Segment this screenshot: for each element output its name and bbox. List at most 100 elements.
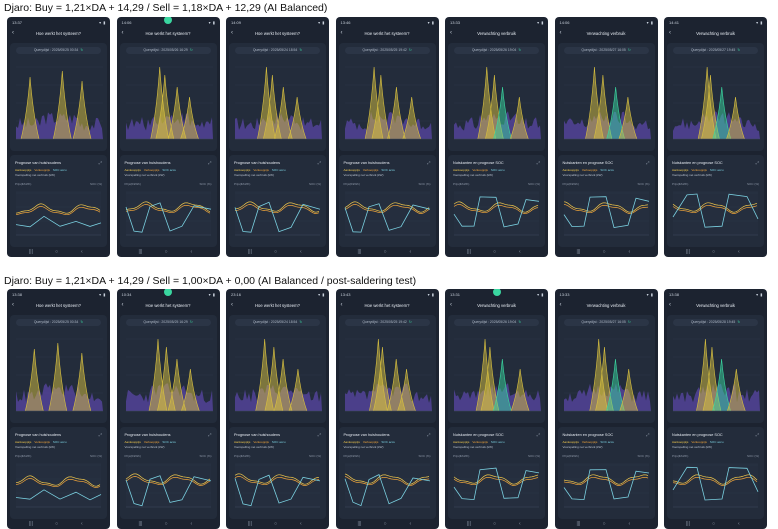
expand-icon[interactable]: ⤢ <box>317 432 321 437</box>
nav-menu-icon[interactable]: ||| <box>467 521 471 527</box>
nav-back-icon[interactable]: ‹ <box>190 521 193 527</box>
expand-icon[interactable]: ⤢ <box>427 432 431 437</box>
refresh-icon[interactable]: ↻ <box>737 320 741 324</box>
query-date-pill[interactable]: Querydijst : 2025/05/27 16:05 ↻ <box>563 319 649 326</box>
nav-back-icon[interactable]: ‹ <box>628 521 631 527</box>
card-title: Nutskanten en prognose SOC <box>672 161 723 165</box>
nav-back-icon[interactable]: ‹ <box>738 249 740 255</box>
refresh-icon[interactable]: ↻ <box>737 48 741 52</box>
query-date-pill[interactable]: Querydijst : 2025/05/27 16:05 ↻ <box>563 47 649 54</box>
refresh-icon[interactable]: ↻ <box>518 48 522 52</box>
expand-icon[interactable]: ⤢ <box>646 432 650 437</box>
query-date-pill[interactable]: Querydijst : 2025/05/25 00:34 ↻ <box>16 47 101 54</box>
query-date-pill[interactable]: Querydijst : 2025/05/26 19:04 ↻ <box>454 47 539 54</box>
query-date-pill[interactable]: Querydijst : 2025/05/27 19:45 ↻ <box>673 47 758 54</box>
back-arrow-icon[interactable]: ‹ <box>231 30 233 36</box>
nav-back-icon[interactable]: ‹ <box>300 521 302 527</box>
nav-home-icon[interactable]: ○ <box>602 521 606 527</box>
nav-back-icon[interactable]: ‹ <box>409 521 412 527</box>
nav-back-icon[interactable]: ‹ <box>300 249 302 255</box>
refresh-icon[interactable]: ↻ <box>299 320 303 324</box>
back-arrow-icon[interactable]: ‹ <box>12 30 14 36</box>
back-arrow-icon[interactable]: ‹ <box>559 302 562 308</box>
nav-menu-icon[interactable]: ||| <box>138 249 143 255</box>
nav-menu-icon[interactable]: ||| <box>686 521 690 527</box>
nav-menu-icon[interactable]: ||| <box>138 521 143 527</box>
refresh-icon[interactable]: ↻ <box>80 48 84 52</box>
back-arrow-icon[interactable]: ‹ <box>450 30 452 36</box>
expand-icon[interactable]: ⤢ <box>755 432 759 437</box>
nav-home-icon[interactable]: ○ <box>602 249 606 255</box>
nav-menu-icon[interactable]: ||| <box>29 521 33 527</box>
refresh-icon[interactable]: ↻ <box>518 320 522 324</box>
back-arrow-icon[interactable]: ‹ <box>450 302 452 308</box>
nav-back-icon[interactable]: ‹ <box>81 521 83 527</box>
nav-menu-icon[interactable]: ||| <box>248 521 252 527</box>
refresh-icon[interactable]: ↻ <box>627 48 631 52</box>
nav-menu-icon[interactable]: ||| <box>29 249 33 255</box>
expand-icon[interactable]: ⤢ <box>98 160 102 165</box>
back-arrow-icon[interactable]: ‹ <box>121 30 124 36</box>
refresh-icon[interactable]: ↻ <box>80 320 84 324</box>
query-date-pill[interactable]: Querydijst : 2025/05/26 16:29 ↻ <box>125 47 211 54</box>
expand-icon[interactable]: ⤢ <box>646 160 650 165</box>
back-arrow-icon[interactable]: ‹ <box>12 302 14 308</box>
nav-back-icon[interactable]: ‹ <box>409 249 412 255</box>
back-arrow-icon[interactable]: ‹ <box>340 30 343 36</box>
query-date-pill[interactable]: Querydijst : 2025/05/24 18:54 ↻ <box>235 319 320 326</box>
nav-home-icon[interactable]: ○ <box>274 249 278 255</box>
expand-icon[interactable]: ⤢ <box>755 160 759 165</box>
query-date-pill[interactable]: Querydijst : 2025/05/24 18:54 ↻ <box>235 47 320 54</box>
nav-home-icon[interactable]: ○ <box>712 249 716 255</box>
nav-back-icon[interactable]: ‹ <box>519 521 521 527</box>
nav-home-icon[interactable]: ○ <box>55 249 59 255</box>
back-arrow-icon[interactable]: ‹ <box>559 30 562 36</box>
back-arrow-icon[interactable]: ‹ <box>231 302 233 308</box>
nav-menu-icon[interactable]: ||| <box>576 249 581 255</box>
back-arrow-icon[interactable]: ‹ <box>669 302 671 308</box>
nav-menu-icon[interactable]: ||| <box>357 249 362 255</box>
nav-menu-icon[interactable]: ||| <box>686 249 690 255</box>
nav-menu-icon[interactable]: ||| <box>357 521 362 527</box>
back-arrow-icon[interactable]: ‹ <box>121 302 124 308</box>
query-date-pill[interactable]: Querydijst : 2025/05/25 16:29 ↻ <box>125 319 211 326</box>
query-date-pill[interactable]: Querydijst : 2025/05/26 19:04 ↻ <box>454 319 539 326</box>
nav-home-icon[interactable]: ○ <box>383 521 387 527</box>
screen-title: Verwachting verbruik <box>586 303 626 308</box>
nav-home-icon[interactable]: ○ <box>164 521 168 527</box>
expand-icon[interactable]: ⤢ <box>208 160 212 165</box>
query-date-pill[interactable]: Querydijst : 2025/05/28 19:45 ↻ <box>673 319 758 326</box>
expand-icon[interactable]: ⤢ <box>427 160 431 165</box>
nav-home-icon[interactable]: ○ <box>383 249 387 255</box>
query-date-pill[interactable]: Querydijst : 2025/05/25 19:42 ↻ <box>344 319 430 326</box>
query-date-pill[interactable]: Querydijst : 2025/05/25 19:42 ↻ <box>344 47 430 54</box>
expand-icon[interactable]: ⤢ <box>536 432 540 437</box>
expand-icon[interactable]: ⤢ <box>317 160 321 165</box>
refresh-icon[interactable]: ↻ <box>408 48 412 52</box>
nav-back-icon[interactable]: ‹ <box>81 249 83 255</box>
nav-home-icon[interactable]: ○ <box>55 521 59 527</box>
refresh-icon[interactable]: ↻ <box>299 48 303 52</box>
nav-home-icon[interactable]: ○ <box>712 521 716 527</box>
nav-back-icon[interactable]: ‹ <box>519 249 521 255</box>
nav-back-icon[interactable]: ‹ <box>738 521 740 527</box>
expand-icon[interactable]: ⤢ <box>536 160 540 165</box>
nav-back-icon[interactable]: ‹ <box>190 249 193 255</box>
back-arrow-icon[interactable]: ‹ <box>669 30 671 36</box>
expand-icon[interactable]: ⤢ <box>98 432 102 437</box>
query-date-pill[interactable]: Querydijst : 2025/05/25 00:34 ↻ <box>16 319 101 326</box>
refresh-icon[interactable]: ↻ <box>627 320 631 324</box>
back-arrow-icon[interactable]: ‹ <box>340 302 343 308</box>
refresh-icon[interactable]: ↻ <box>408 320 412 324</box>
nav-menu-icon[interactable]: ||| <box>248 249 252 255</box>
nav-home-icon[interactable]: ○ <box>493 249 497 255</box>
nav-menu-icon[interactable]: ||| <box>576 521 581 527</box>
nav-back-icon[interactable]: ‹ <box>628 249 631 255</box>
refresh-icon[interactable]: ↻ <box>189 48 193 52</box>
nav-menu-icon[interactable]: ||| <box>467 249 471 255</box>
nav-home-icon[interactable]: ○ <box>274 521 278 527</box>
nav-home-icon[interactable]: ○ <box>164 249 168 255</box>
nav-home-icon[interactable]: ○ <box>493 521 497 527</box>
expand-icon[interactable]: ⤢ <box>208 432 212 437</box>
refresh-icon[interactable]: ↻ <box>189 320 193 324</box>
